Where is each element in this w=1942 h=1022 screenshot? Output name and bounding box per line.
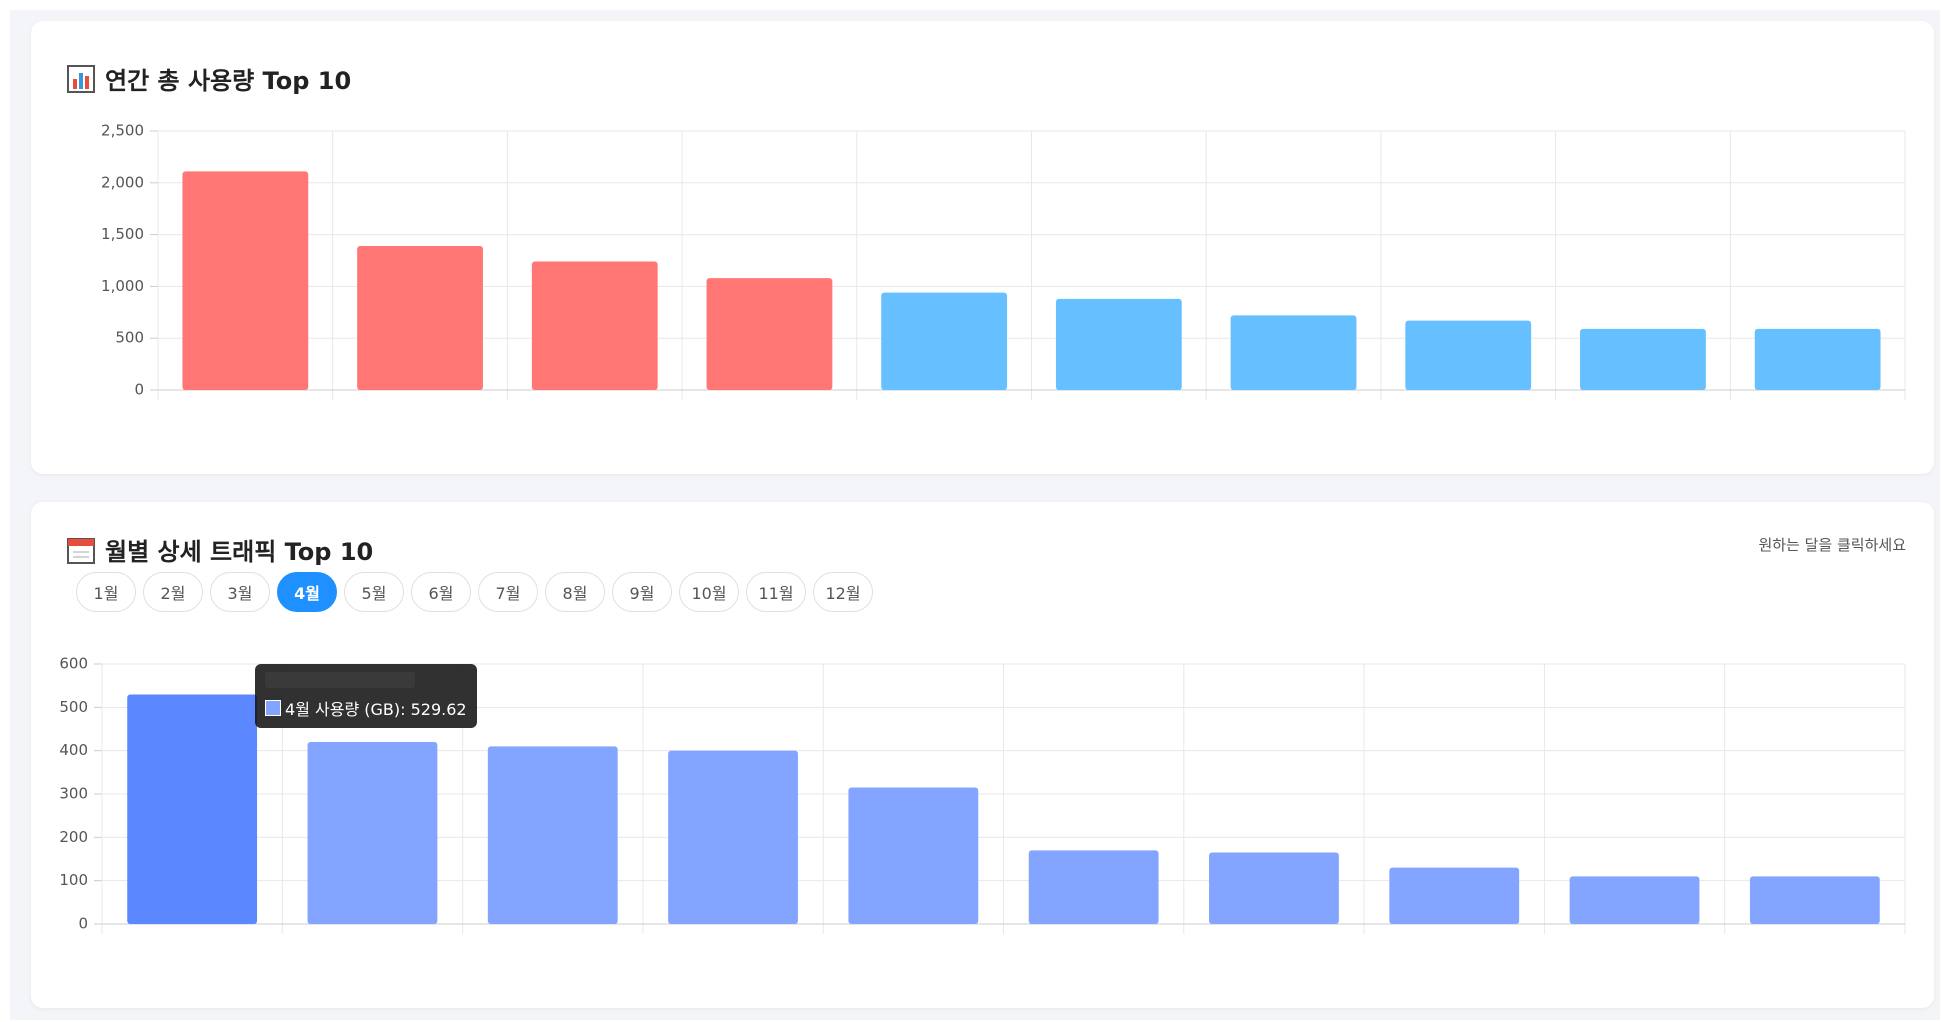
bar bbox=[1754, 328, 1881, 390]
month-tab[interactable]: 6월 bbox=[411, 572, 471, 612]
chart-title: 연간 총 사용량 Top 10 bbox=[105, 67, 352, 95]
tooltip-header bbox=[265, 672, 416, 688]
y-tick-label: 500 bbox=[115, 329, 144, 347]
month-tab[interactable]: 12월 bbox=[813, 572, 873, 612]
tooltip-line: 4월 사용량 (GB): 529.62 bbox=[265, 696, 467, 720]
tooltip-swatch bbox=[265, 700, 282, 716]
bar bbox=[1055, 298, 1182, 390]
y-tick-label: 500 bbox=[59, 698, 88, 716]
bar bbox=[531, 261, 658, 390]
y-tick-label: 600 bbox=[59, 655, 88, 673]
y-tick-label: 0 bbox=[134, 381, 144, 399]
y-tick-label: 2,000 bbox=[101, 173, 144, 191]
y-tick-label: 100 bbox=[59, 871, 88, 889]
tooltip-text: 4월 사용량 (GB): 529.62 bbox=[285, 700, 467, 719]
y-tick-label: 200 bbox=[59, 828, 88, 846]
month-tab[interactable]: 9월 bbox=[612, 572, 672, 612]
month-tab[interactable]: 5월 bbox=[344, 572, 404, 612]
bar bbox=[668, 750, 798, 924]
y-tick-label: 0 bbox=[78, 915, 88, 933]
chart-title: 월별 상세 트래픽 Top 10 bbox=[105, 538, 374, 566]
month-tab[interactable]: 4월 bbox=[277, 572, 337, 612]
monthly-card: 월별 상세 트래픽 Top 10 원하는 달을 클릭하세요 1월 2월 3월 4월 5월… bbox=[31, 502, 1934, 1008]
bar bbox=[307, 742, 438, 924]
bar bbox=[848, 787, 979, 924]
bar bbox=[1749, 876, 1880, 924]
month-tab[interactable]: 3월 bbox=[210, 572, 270, 612]
y-tick-label: 2,500 bbox=[101, 122, 144, 140]
calendar-icon bbox=[67, 537, 95, 564]
bar bbox=[487, 746, 618, 924]
bar bbox=[1569, 876, 1700, 924]
bar bbox=[127, 694, 258, 924]
bar bbox=[357, 245, 483, 390]
bar bbox=[182, 171, 309, 390]
y-tick-label: 1,500 bbox=[101, 225, 144, 243]
bar bbox=[1580, 328, 1706, 390]
month-tab[interactable]: 7월 bbox=[478, 572, 538, 612]
y-tick-label: 400 bbox=[59, 741, 88, 759]
tooltip: 4월 사용량 (GB): 529.62 bbox=[255, 664, 477, 728]
annual-card: 연간 총 사용량 Top 10 0 500 1,000 1,500 2,000 2,500 bbox=[31, 21, 1934, 474]
y-tick-label: 300 bbox=[59, 785, 88, 803]
bar bbox=[881, 292, 1008, 390]
bar bbox=[1028, 850, 1159, 924]
bar bbox=[1209, 852, 1339, 924]
hint-text: 원하는 달을 클릭하세요 bbox=[1758, 536, 1906, 554]
bar bbox=[1389, 867, 1520, 924]
month-tab[interactable]: 1월 bbox=[76, 572, 136, 612]
month-tab[interactable]: 8월 bbox=[545, 572, 605, 612]
plot: 0 100 200 300 400 500 600 bbox=[59, 655, 1906, 934]
card-title: 월별 상세 트래픽 Top 10 bbox=[67, 532, 373, 567]
bar bbox=[1230, 315, 1357, 390]
month-tabs: 1월 2월 3월 4월 5월 6월 7월 8월 9월 10월 11월 12월 bbox=[76, 572, 873, 612]
y-tick-label: 1,000 bbox=[101, 277, 144, 295]
month-tab[interactable]: 10월 bbox=[679, 572, 739, 612]
chart-icon bbox=[67, 64, 95, 93]
dashboard: 연간 총 사용량 Top 10 0 500 1,000 1,500 2,000 2,500… bbox=[10, 10, 1940, 1020]
card-title: 연간 총 사용량 Top 10 bbox=[67, 61, 351, 96]
month-tab[interactable]: 2월 bbox=[143, 572, 203, 612]
plot: 0 500 1,000 1,500 2,000 2,500 bbox=[101, 122, 1906, 400]
month-tab[interactable]: 11월 bbox=[746, 572, 806, 612]
bar bbox=[1405, 320, 1532, 390]
bar bbox=[706, 278, 833, 390]
